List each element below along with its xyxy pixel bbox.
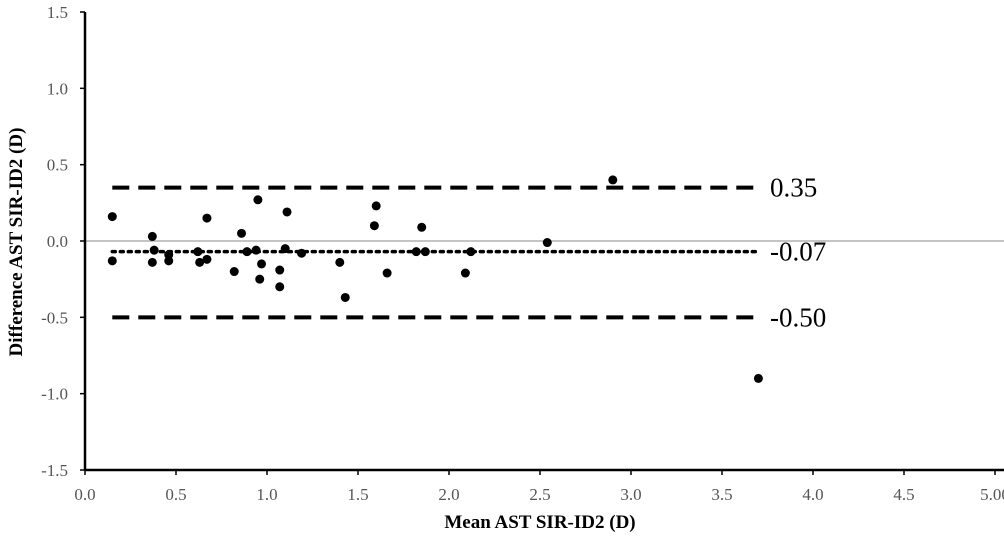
- data-point-15: [253, 195, 263, 205]
- data-point-11: [229, 267, 239, 277]
- data-point-9: [202, 213, 212, 223]
- y-tick-label-1: 1.0: [47, 79, 68, 98]
- data-point-17: [257, 259, 267, 269]
- data-point-28: [411, 247, 421, 257]
- data-point-35: [753, 373, 763, 383]
- reference-line-label-0: 0.35: [770, 173, 817, 203]
- data-point-18: [275, 265, 285, 275]
- data-point-4: [147, 257, 157, 267]
- data-point-33: [542, 238, 552, 248]
- data-point-14: [251, 245, 261, 255]
- data-point-0: [107, 212, 117, 222]
- x-tick-label-7: 3.5: [711, 485, 732, 504]
- y-tick-label-2: 0.5: [47, 156, 68, 175]
- data-point-34: [608, 175, 618, 185]
- y-tick-label-5: -1.0: [41, 385, 68, 404]
- data-point-32: [466, 247, 476, 257]
- data-point-21: [282, 207, 292, 217]
- reference-line-label-1: -0.07: [770, 237, 826, 267]
- data-point-23: [335, 257, 345, 267]
- x-tick-label-6: 3.0: [620, 485, 641, 504]
- x-tick-label-5: 2.5: [529, 485, 550, 504]
- y-axis-title: Difference AST SIR-ID2 (D): [6, 128, 27, 357]
- data-point-24: [340, 292, 350, 302]
- data-point-2: [147, 231, 157, 241]
- y-tick-label-3: 0.0: [47, 232, 68, 251]
- x-tick-label-2: 1.0: [256, 485, 277, 504]
- x-tick-label-4: 2.0: [438, 485, 459, 504]
- data-point-30: [420, 247, 430, 257]
- y-tick-label-0: 1.5: [47, 3, 68, 22]
- data-point-19: [275, 282, 285, 292]
- data-point-3: [149, 245, 159, 255]
- data-point-16: [255, 274, 265, 284]
- x-tick-label-9: 4.5: [893, 485, 914, 504]
- data-point-7: [193, 247, 203, 257]
- data-point-26: [371, 201, 381, 211]
- data-point-1: [107, 256, 117, 266]
- data-point-22: [297, 248, 307, 258]
- data-point-6: [164, 256, 174, 266]
- x-tick-label-8: 4.0: [802, 485, 823, 504]
- y-tick-label-6: -1.5: [41, 461, 68, 480]
- x-tick-label-1: 0.5: [165, 485, 186, 504]
- x-tick-label-10: 5.00: [980, 485, 1004, 504]
- y-tick-label-4: -0.5: [41, 308, 68, 327]
- x-tick-label-3: 1.5: [347, 485, 368, 504]
- data-point-10: [202, 254, 212, 264]
- data-point-25: [369, 221, 379, 231]
- x-axis-title: Mean AST SIR-ID2 (D): [444, 512, 635, 533]
- data-point-31: [460, 268, 470, 278]
- data-point-29: [417, 222, 427, 232]
- data-point-20: [280, 244, 290, 254]
- x-tick-label-0: 0.0: [74, 485, 95, 504]
- data-point-8: [195, 257, 205, 267]
- data-point-13: [242, 247, 252, 257]
- data-point-27: [382, 268, 392, 278]
- data-point-12: [237, 228, 247, 238]
- reference-line-label-2: -0.50: [770, 302, 826, 332]
